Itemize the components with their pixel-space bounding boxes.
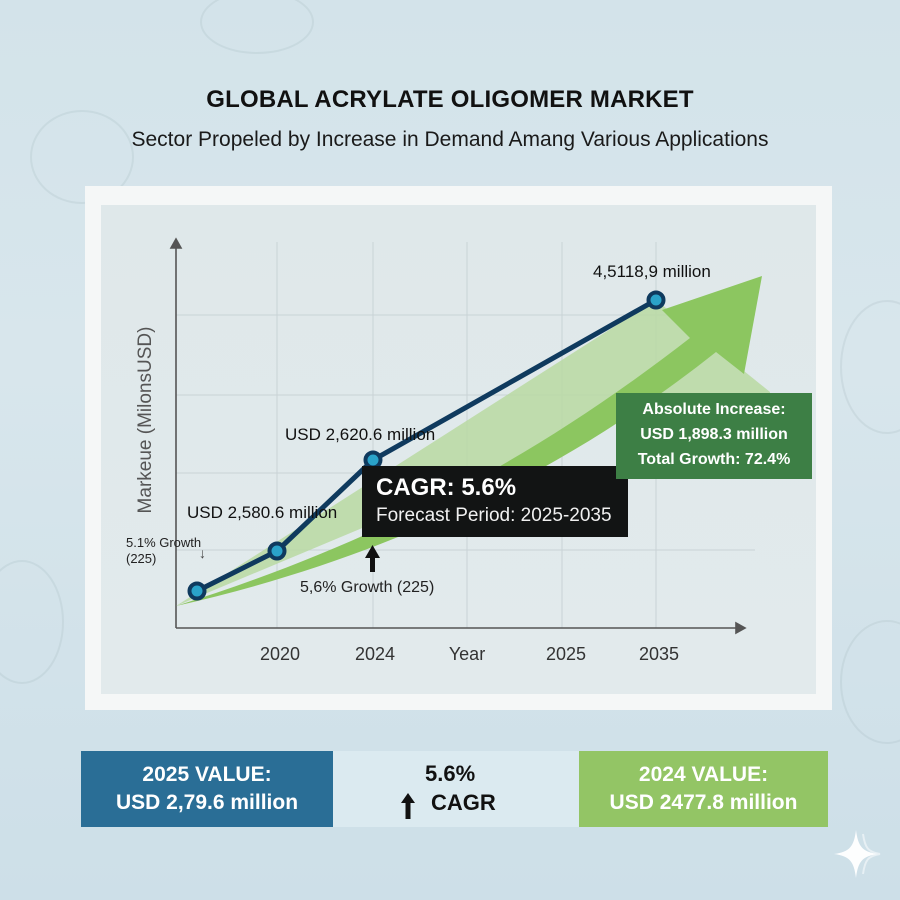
point-label-2020: USD 2,580.6 million (187, 503, 338, 522)
left-growth-annotation: 5.1% Growth (225) (126, 535, 201, 567)
page-title: GLOBAL ACRYLATE OLIGOMER MARKET (206, 86, 694, 113)
stat-cagr-value: 5.6% (425, 761, 476, 786)
up-arrow-icon (365, 545, 380, 572)
page-subtitle: Sector Propeled by Increase in Demand Am… (131, 128, 769, 151)
stat-2024-amount: USD 2477.8 million (609, 791, 798, 814)
down-arrow-icon: ↓ (199, 545, 206, 561)
stat-cagr: 5.6% CAGR (333, 751, 579, 827)
growth-arrow-icon (176, 276, 762, 606)
background-doodle (30, 110, 134, 204)
forecast-period: Forecast Period: 2025-2035 (376, 505, 612, 526)
stat-2025-amount: USD 2,79.6 million (115, 791, 299, 814)
mid-growth-annotation: 5,6% Growth (225) (300, 579, 435, 596)
absolute-increase-label: Absolute Increase: (642, 401, 786, 418)
point-label-2024: USD 2,620.6 million (285, 425, 436, 444)
stat-2025-value: 2025 VALUE: USD 2,79.6 million (81, 751, 333, 827)
absolute-increase-callout: Absolute Increase: USD 1,898.3 million T… (616, 393, 812, 479)
stat-2024-label: 2024 VALUE: (638, 763, 769, 786)
stat-2025-label: 2025 VALUE: (142, 763, 272, 786)
sparkle-icon (834, 830, 881, 878)
stat-2024-value: 2024 VALUE: USD 2477.8 million (579, 751, 828, 827)
x-tick-2025: 2025 (545, 644, 587, 664)
left-growth-line2: (225) (126, 551, 157, 566)
x-axis-label: Year (448, 644, 486, 664)
axes (169, 237, 747, 635)
area-wedge (176, 300, 770, 606)
absolute-increase-value: USD 1,898.3 million (640, 426, 788, 443)
point-label-2035: 4,5118,9 million (593, 262, 711, 281)
y-axis-label: Markeue (MilonsUSD) (135, 326, 156, 514)
left-growth-line1: 5.1% Growth (126, 535, 202, 550)
cagr-title: CAGR: 5.6% (376, 474, 517, 501)
x-tick-2024: 2024 (354, 644, 396, 664)
up-arrow-icon (401, 793, 415, 819)
total-growth: Total Growth: 72.4% (637, 451, 791, 468)
data-markers (187, 290, 666, 601)
cagr-callout: CAGR: 5.6% Forecast Period: 2025-2035 (362, 466, 628, 537)
stat-cagr-label: CAGR (431, 790, 496, 815)
x-tick-2020: 2020 (259, 644, 301, 664)
x-tick-2035: 2035 (638, 644, 680, 664)
data-line (195, 297, 658, 594)
background-doodle (200, 0, 314, 54)
